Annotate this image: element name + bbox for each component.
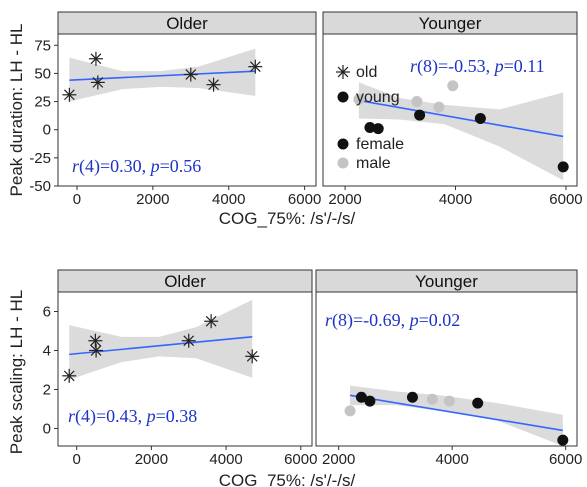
legend-dot-icon (337, 157, 349, 169)
strip-label: Older (164, 272, 206, 291)
data-point-old (183, 67, 198, 82)
x-tick-label: 2000 (328, 191, 361, 208)
y-tick-label: 50 (34, 65, 51, 82)
data-point-female (557, 161, 569, 173)
data-point-old (248, 59, 263, 74)
y-tick-label: 75 (34, 37, 51, 54)
data-point-female (364, 121, 376, 133)
y-axis-title: Peak scaling: LH - HL (7, 290, 26, 454)
x-tick-label: 6000 (549, 451, 582, 468)
x-tick-label: 2000 (136, 191, 169, 208)
data-point-female (557, 434, 569, 446)
data-point-male (344, 405, 356, 417)
y-tick-label: 2 (43, 381, 51, 398)
x-axis-title: COG_75%: /s'/-/s/ (219, 209, 356, 228)
y-tick-label: -25 (29, 150, 51, 167)
y-tick-label: 0 (43, 420, 51, 437)
confidence-band (69, 299, 253, 380)
x-tick-label: 6000 (284, 451, 317, 468)
data-point-male (411, 96, 423, 108)
data-point-female (364, 395, 376, 407)
y-tick-label: 0 (43, 122, 51, 139)
x-axis-title: COG_75%: /s'/-/s/ (219, 471, 356, 487)
data-point-old (88, 333, 103, 348)
y-tick-label: 25 (34, 94, 51, 111)
correlation-annotation: r(4)=0.30, p=0.56 (72, 156, 201, 177)
panel-older-row1: Older 0 2000 4000 6000 -50 -25 0 25 50 75 r(4)=0.30… (29, 11, 321, 208)
fit-line (358, 99, 564, 138)
panel-older-row2: Older 0 2000 4000 6000 0 2 4 6 r(4)=0.43, p=0.38 (43, 269, 317, 468)
x-tick-label: 2000 (322, 451, 355, 468)
correlation-annotation: r(4)=0.43, p=0.38 (68, 406, 197, 427)
x-tick-label: 4000 (212, 191, 245, 208)
y-tick-label: -50 (29, 178, 51, 195)
data-point-male (443, 395, 455, 407)
legend-star-icon (336, 65, 350, 79)
legend-dot-icon (337, 138, 349, 150)
strip-label: Younger (415, 272, 478, 291)
confidence-band (358, 82, 564, 181)
x-tick-label: 2000 (135, 451, 168, 468)
fit-line (349, 394, 563, 432)
y-tick-label: 6 (43, 303, 51, 320)
data-point-old (88, 51, 103, 66)
correlation-annotation: r(8)=-0.69, p=0.02 (325, 310, 460, 331)
strip-label: Younger (419, 14, 482, 33)
strip-label: Older (166, 14, 208, 33)
data-point-male (426, 393, 438, 405)
fit-line (69, 336, 253, 356)
data-point-male (433, 101, 445, 113)
data-point-old (62, 368, 77, 383)
data-point-old (206, 77, 221, 92)
data-point-male (353, 93, 365, 105)
y-axis-title: Peak duration: LH - HL (7, 24, 26, 197)
data-point-old (90, 75, 105, 90)
data-point-female (355, 391, 367, 403)
fit-line (69, 70, 256, 81)
y-tick-label: 4 (43, 342, 51, 359)
legend: old young female male (336, 64, 404, 172)
data-point-male (447, 80, 459, 92)
data-point-female (474, 112, 486, 124)
data-point-old (204, 314, 219, 329)
legend-label: young (356, 89, 400, 106)
correlation-annotation: r(8)=-0.53, p=0.11 (410, 56, 545, 77)
legend-label: female (356, 136, 404, 153)
data-point-old (89, 343, 104, 358)
data-point-old (181, 333, 196, 348)
data-point-old (245, 349, 260, 364)
data-point-female (406, 391, 418, 403)
x-tick-label: 4000 (435, 451, 468, 468)
data-point-female (472, 397, 484, 409)
data-point-old (62, 87, 77, 102)
x-tick-label: 6000 (288, 191, 321, 208)
x-tick-label: 6000 (549, 191, 582, 208)
panel-younger-row2: Younger 2000 4000 6000 r(8)=-0.69, p=0.02 (315, 269, 582, 468)
confidence-band (350, 385, 563, 446)
panel-younger-row1: Younger 2000 4000 6000 r(8)=-0.53, p=0.11 old… (322, 11, 583, 208)
x-tick-label: 0 (73, 451, 81, 468)
x-tick-label: 4000 (439, 191, 472, 208)
legend-label: old (356, 64, 377, 81)
x-tick-label: 4000 (209, 451, 242, 468)
legend-label: male (356, 155, 391, 172)
data-point-female (372, 123, 384, 135)
legend-dot-icon (337, 91, 349, 103)
x-tick-label: 0 (73, 191, 81, 208)
data-point-female (414, 109, 426, 121)
